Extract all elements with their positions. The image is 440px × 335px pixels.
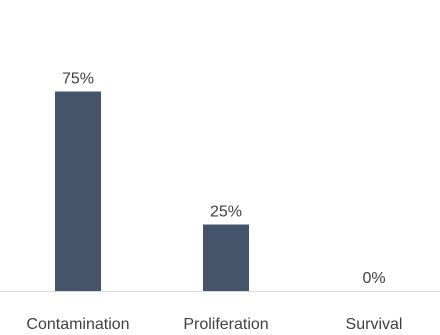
category-label-survival: Survival bbox=[346, 316, 403, 330]
category-label-proliferation: Proliferation bbox=[183, 316, 268, 330]
bars-layer bbox=[55, 91, 249, 291]
data-label-proliferation: 25% bbox=[210, 204, 242, 221]
data-label-contamination: 75% bbox=[62, 71, 94, 88]
bar-contamination bbox=[55, 91, 101, 291]
data-label-survival: 0% bbox=[362, 270, 385, 287]
bar-proliferation bbox=[203, 224, 249, 291]
category-labels-layer: Contamination Proliferation Survival bbox=[26, 316, 403, 333]
category-label-contamination: Contamination bbox=[26, 316, 129, 330]
data-labels-layer: 75% 25% 0% bbox=[62, 71, 386, 288]
